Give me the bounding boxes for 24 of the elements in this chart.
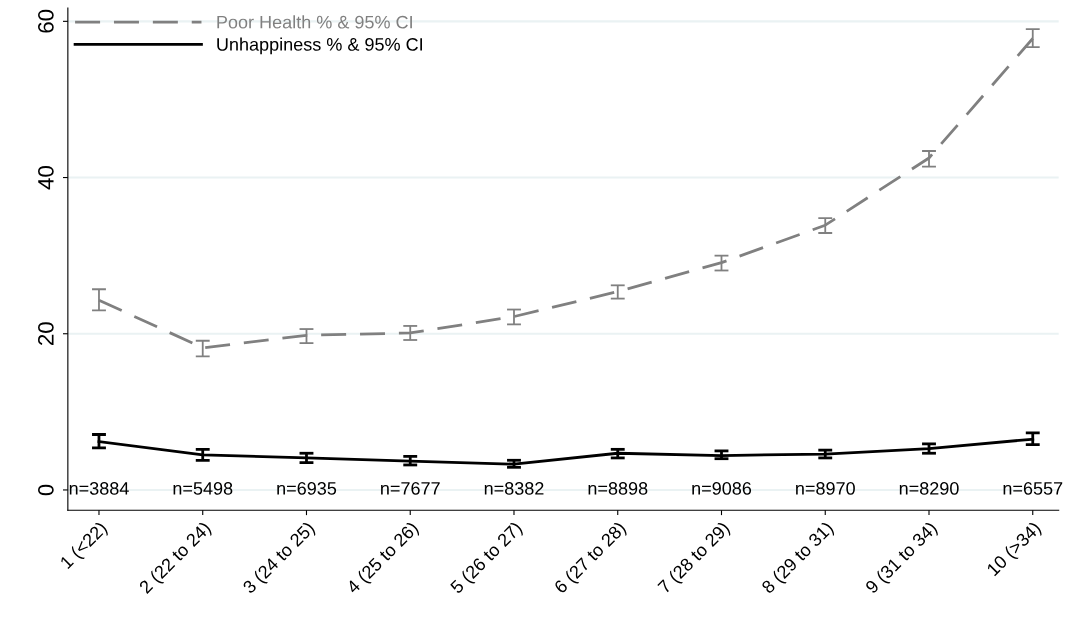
x-tick-label: 6 (27 to 28)	[553, 520, 629, 597]
annotation: n=8898	[588, 482, 648, 495]
x-tick-label: 7 (28 to 29)	[656, 520, 733, 597]
annotation: n=6557	[1003, 482, 1063, 495]
y-tick-label: 20	[38, 322, 54, 345]
x-tick-label: 4 (25 to 26)	[345, 520, 422, 597]
annotation: n=8290	[899, 482, 959, 495]
annotation: n=5498	[173, 482, 233, 495]
x-tick-label: 9 (31 to 34)	[864, 520, 941, 597]
annotation: n=3884	[69, 482, 129, 495]
x-tick-label: 8 (29 to 31)	[760, 520, 837, 597]
x-tick-label: 2 (22 to 24)	[138, 520, 214, 597]
x-tick-label: 5 (26 to 27)	[449, 520, 526, 597]
x-tick-label: 3 (24 to 25)	[241, 520, 318, 597]
y-tick-label: 60	[38, 9, 54, 33]
annotation: n=8382	[484, 482, 544, 495]
annotation: n=8970	[796, 482, 855, 495]
annotation: n=9086	[692, 482, 752, 495]
y-tick-label: 0	[38, 484, 54, 496]
annotation: n=6935	[277, 482, 337, 495]
annotation: n=7677	[381, 482, 440, 495]
text: Poor Health % & 95% CI	[217, 15, 412, 29]
text: Unhappiness % & 95% CI	[217, 37, 422, 55]
y-tick-label: 40	[38, 166, 54, 190]
